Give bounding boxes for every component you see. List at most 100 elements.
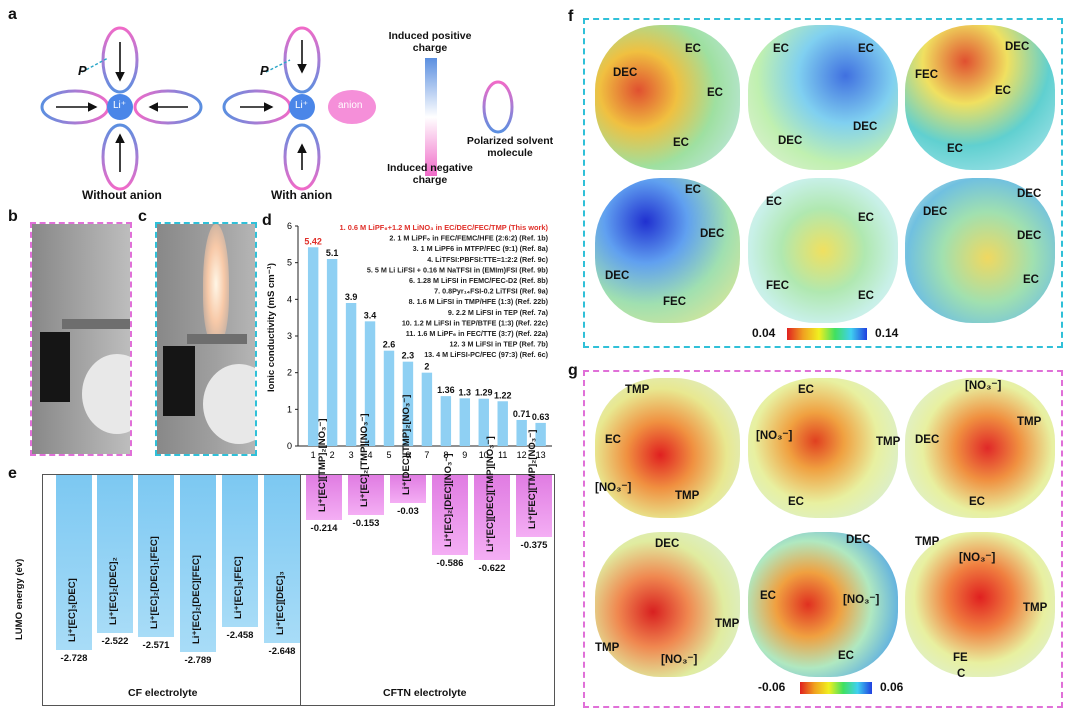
panel-d-label: d <box>262 212 272 229</box>
esp-molecule <box>595 532 740 677</box>
molecule-label: FEC <box>766 280 789 292</box>
bar <box>478 398 489 446</box>
lumo-bar <box>264 475 300 643</box>
molecule-label: [NO₃⁻] <box>843 594 880 606</box>
li-ion-label: Li⁺ <box>295 100 309 111</box>
anion-shape <box>328 90 376 124</box>
lumo-bar <box>222 475 258 627</box>
bar <box>535 422 546 446</box>
burner-rod <box>62 319 130 329</box>
bar-value-label: 1.22 <box>494 390 512 400</box>
molecule-label: DEC <box>605 270 630 282</box>
bar-value-label: 1.29 <box>475 388 493 398</box>
molecule-label: EC <box>1023 274 1039 286</box>
bar <box>459 398 471 446</box>
hole <box>203 364 255 444</box>
x-tick-label: 3 <box>349 450 354 460</box>
molecule-label: FE <box>953 652 968 664</box>
molecule-label: EC <box>995 85 1011 97</box>
legend-entry: 7. 0.8Pyr₁₄FSI-0.2 LiTFSI (Ref. 9a) <box>434 287 548 296</box>
molecule-label: TMP <box>915 536 940 548</box>
legend-entry: 12. 3 M LiFSI in TEP (Ref. 7b) <box>449 340 548 349</box>
x-tick-label: 10 <box>479 450 489 460</box>
lumo-bar-value: -2.571 <box>142 640 170 651</box>
legend-entry: 1. 0.6 M LiPF₆+1.2 M LiNO₃ in EC/DEC/FEC… <box>340 223 549 232</box>
f-colorbar-min: 0.04 <box>752 326 776 340</box>
f-colorbar <box>787 328 867 340</box>
lumo-bar-value: -0.375 <box>520 540 548 551</box>
li-ion-label: Li⁺ <box>113 100 127 111</box>
lumo-bar-label: Li⁺[EC]₂[DEC][NO₃⁻] <box>443 453 454 547</box>
x-tick-label: 7 <box>424 450 429 460</box>
lumo-bar-label: Li⁺[EC]₂[DEC]₁[FEC] <box>149 536 160 629</box>
lumo-bar <box>432 475 468 555</box>
legend-positive-label: Induced positive charge <box>388 30 472 54</box>
molecule-label: EC <box>858 290 874 302</box>
molecule-label: TMP <box>1017 416 1042 428</box>
bar-value-label: 3.9 <box>345 292 358 302</box>
bar <box>440 396 452 446</box>
photo-b-frame <box>30 222 132 456</box>
x-tick-label: 5 <box>386 450 391 460</box>
photo-c-frame <box>155 222 257 456</box>
lumo-bar-value: -0.586 <box>436 558 464 569</box>
legend-negative-label: Induced negative charge <box>387 162 473 186</box>
lumo-bar-label: Li⁺[EC]₂[DEC][FEC] <box>191 555 202 644</box>
lumo-bar-label: Li⁺[EC][DEC][TMP][NO₃⁻] <box>485 436 496 552</box>
esp-molecule <box>748 178 898 323</box>
esp-molecule <box>595 378 740 518</box>
bar <box>516 419 527 446</box>
molecule-label: TMP <box>876 436 901 448</box>
esp-molecule <box>905 25 1055 170</box>
molecule-label: DEC <box>1005 41 1030 53</box>
legend-entry: 10. 1.2 M LiFSI in TEP/BTFE (1:3) (Ref. … <box>402 318 549 327</box>
clamp <box>163 346 195 416</box>
lumo-bar <box>306 475 342 520</box>
panel-f-label: f <box>568 8 574 25</box>
lumo-bar-label: Li⁺[FEC][TMP]₂[NO₃⁻] <box>527 429 538 529</box>
lumo-group-divider <box>300 474 301 706</box>
panel-b-label: b <box>8 208 18 225</box>
y-tick-label: 3 <box>287 331 292 341</box>
lumo-bar <box>138 475 174 637</box>
panel-a-diagram <box>40 26 514 191</box>
bar-value-label: 0.63 <box>532 412 550 422</box>
molecule-label: EC <box>798 384 814 396</box>
bar <box>421 372 433 446</box>
molecule-label: EC <box>685 184 701 196</box>
molecule-label: [NO₃⁻] <box>661 654 698 666</box>
panel-c-label: c <box>138 208 147 225</box>
bar-value-label: 2 <box>424 362 429 372</box>
flame-test-photo-c <box>157 224 255 454</box>
lumo-bar-value: -0.03 <box>397 506 419 517</box>
bar-value-label: 1.3 <box>459 387 472 397</box>
lumo-bar-value: -0.622 <box>478 563 506 574</box>
lumo-bar-value: -2.789 <box>184 655 212 666</box>
legend-entry: 4. LiTFSI:PBFSI:TTE=1:2:2 (Ref. 9c) <box>427 255 548 264</box>
bar <box>383 350 395 446</box>
panel-f-frame <box>583 18 1063 348</box>
lumo-ylabel: LUMO energy (ev) <box>14 558 25 640</box>
esp-molecule <box>905 178 1055 323</box>
molecule-label: TMP <box>595 642 620 654</box>
conductivity-bar-chart: 012345615.4225.133.943.452.662.37281.369… <box>287 221 552 460</box>
esp-molecule <box>748 25 898 170</box>
panel-g-frame <box>583 370 1063 708</box>
molecule-label: DEC <box>778 135 803 147</box>
molecule-label: EC <box>838 650 854 662</box>
molecule-label: DEC <box>1017 188 1042 200</box>
lumo-bar-value: -0.214 <box>310 523 338 534</box>
bar-value-label: 5.1 <box>326 248 339 258</box>
panel-a-label: a <box>8 6 17 23</box>
lumo-bar-value: -2.458 <box>226 630 254 641</box>
cftn-group-label: CFTN electrolyte <box>383 687 467 699</box>
molecule-label: EC <box>947 143 963 155</box>
molecule-label: DEC <box>853 121 878 133</box>
bar-value-label: 3.4 <box>364 310 377 320</box>
molecule-label: [NO₃⁻] <box>756 430 793 442</box>
lumo-chart-frame <box>42 474 555 706</box>
bar-value-label: 0.71 <box>513 409 531 419</box>
lumo-bar-value: -2.728 <box>60 653 88 664</box>
legend-entry: 5. 5 M Li LiFSI + 0.16 M NaTFSI in (EMIm… <box>367 265 549 274</box>
x-tick-label: 4 <box>368 450 373 460</box>
